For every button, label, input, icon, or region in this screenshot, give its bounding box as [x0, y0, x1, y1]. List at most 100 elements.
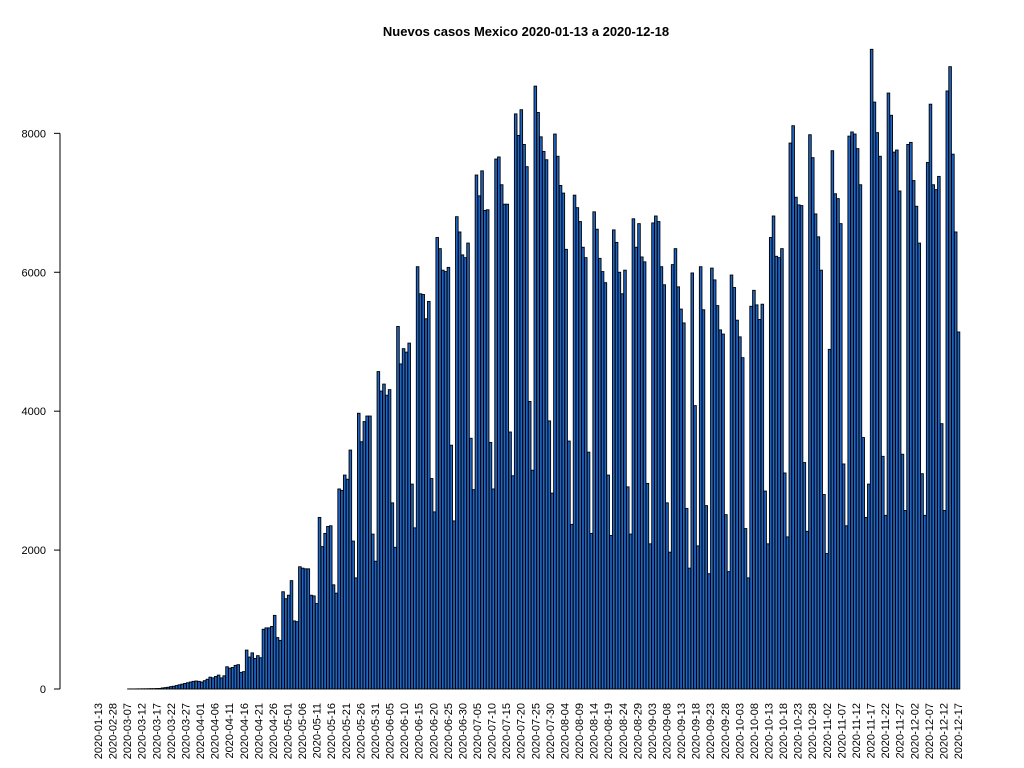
bar: [903, 510, 908, 690]
bar: [429, 478, 434, 690]
x-tick-label: 2020-08-09: [574, 703, 586, 759]
bar: [693, 405, 697, 690]
bar: [850, 131, 854, 690]
bar: [516, 134, 521, 690]
bar: [320, 546, 325, 690]
bar: [345, 478, 350, 690]
x-tick-label: 2020-03-27: [180, 703, 192, 759]
x-tick-label: 2020-12-17: [953, 703, 965, 759]
bar: [169, 686, 173, 690]
bar: [177, 684, 182, 690]
bar: [760, 303, 765, 690]
bar: [174, 685, 179, 690]
bar: [645, 482, 650, 690]
bar: [508, 431, 512, 690]
bar: [211, 677, 215, 690]
bar: [914, 205, 919, 690]
x-tick-label: 2020-09-13: [676, 703, 688, 759]
bar: [777, 257, 781, 690]
bar: [620, 293, 624, 690]
bar: [373, 560, 378, 690]
x-tick-label: 2020-08-19: [603, 703, 615, 759]
bar: [284, 598, 288, 690]
bar: [525, 166, 529, 690]
x-tick-label: 2020-05-21: [341, 703, 353, 759]
bar: [474, 174, 479, 690]
bar: [953, 231, 958, 690]
bar: [424, 318, 428, 690]
bar: [230, 667, 235, 690]
bar: [530, 469, 535, 690]
bar: [351, 540, 355, 690]
bar: [869, 48, 874, 690]
bar: [522, 144, 526, 690]
bar: [592, 211, 596, 690]
bar: [555, 155, 560, 690]
bar: [771, 215, 776, 690]
x-tick-label: 2020-06-25: [443, 703, 455, 759]
bar: [780, 248, 784, 690]
bar: [202, 680, 207, 690]
x-tick-label: 2020-08-14: [589, 703, 601, 759]
bar: [200, 681, 204, 690]
x-tick-label: 2020-04-01: [195, 703, 207, 759]
bar: [923, 514, 927, 690]
bar: [309, 594, 313, 690]
bar: [808, 134, 812, 690]
x-tick-label: 2020-04-11: [224, 703, 236, 758]
bar: [421, 294, 425, 690]
x-tick-label: 2020-03-17: [151, 703, 163, 759]
bar: [286, 594, 291, 690]
bar: [684, 507, 689, 690]
x-tick-label: 2020-11-22: [880, 703, 892, 758]
bar: [314, 603, 319, 690]
bar: [788, 142, 793, 690]
bar: [539, 136, 543, 690]
bar: [278, 639, 283, 690]
bar: [825, 553, 829, 690]
bar: [567, 440, 571, 690]
bar: [696, 545, 700, 690]
bar: [659, 266, 664, 690]
bar: [690, 272, 695, 690]
bar: [180, 683, 184, 690]
bar: [401, 348, 406, 690]
x-tick-label: 2020-06-15: [414, 703, 426, 759]
bar: [477, 195, 482, 690]
bar: [836, 198, 840, 690]
bar: [303, 568, 308, 690]
bar: [527, 401, 532, 690]
bar: [844, 525, 849, 690]
x-tick-label: 2020-07-20: [516, 703, 528, 759]
bar: [247, 656, 252, 690]
bar: [757, 319, 762, 690]
x-tick-label: 2020-06-20: [428, 703, 440, 759]
bar: [413, 527, 417, 690]
bar: [670, 264, 675, 690]
x-tick-label: 2020-10-18: [778, 703, 790, 759]
x-axis: 2020-01-13 2020-02-28 2020-03-07 2020-03-12…: [93, 703, 965, 759]
bar: [687, 567, 692, 690]
bar: [710, 267, 714, 690]
bar: [749, 305, 753, 690]
bar: [306, 568, 311, 690]
bar: [242, 671, 246, 690]
bar: [917, 242, 922, 690]
bar: [586, 451, 591, 690]
bar: [216, 674, 221, 690]
bar: [452, 520, 456, 690]
bar: [883, 514, 888, 690]
bar: [387, 389, 392, 690]
bar: [497, 156, 501, 690]
bar: [337, 488, 341, 690]
bar: [861, 437, 865, 690]
bar: [208, 676, 212, 690]
bar: [239, 671, 243, 690]
bar: [774, 255, 779, 690]
bar: [785, 536, 790, 690]
bar: [569, 523, 574, 690]
bar: [718, 329, 723, 690]
x-tick-label: 2020-09-23: [705, 703, 717, 759]
bar: [225, 666, 229, 690]
bar: [743, 528, 748, 690]
